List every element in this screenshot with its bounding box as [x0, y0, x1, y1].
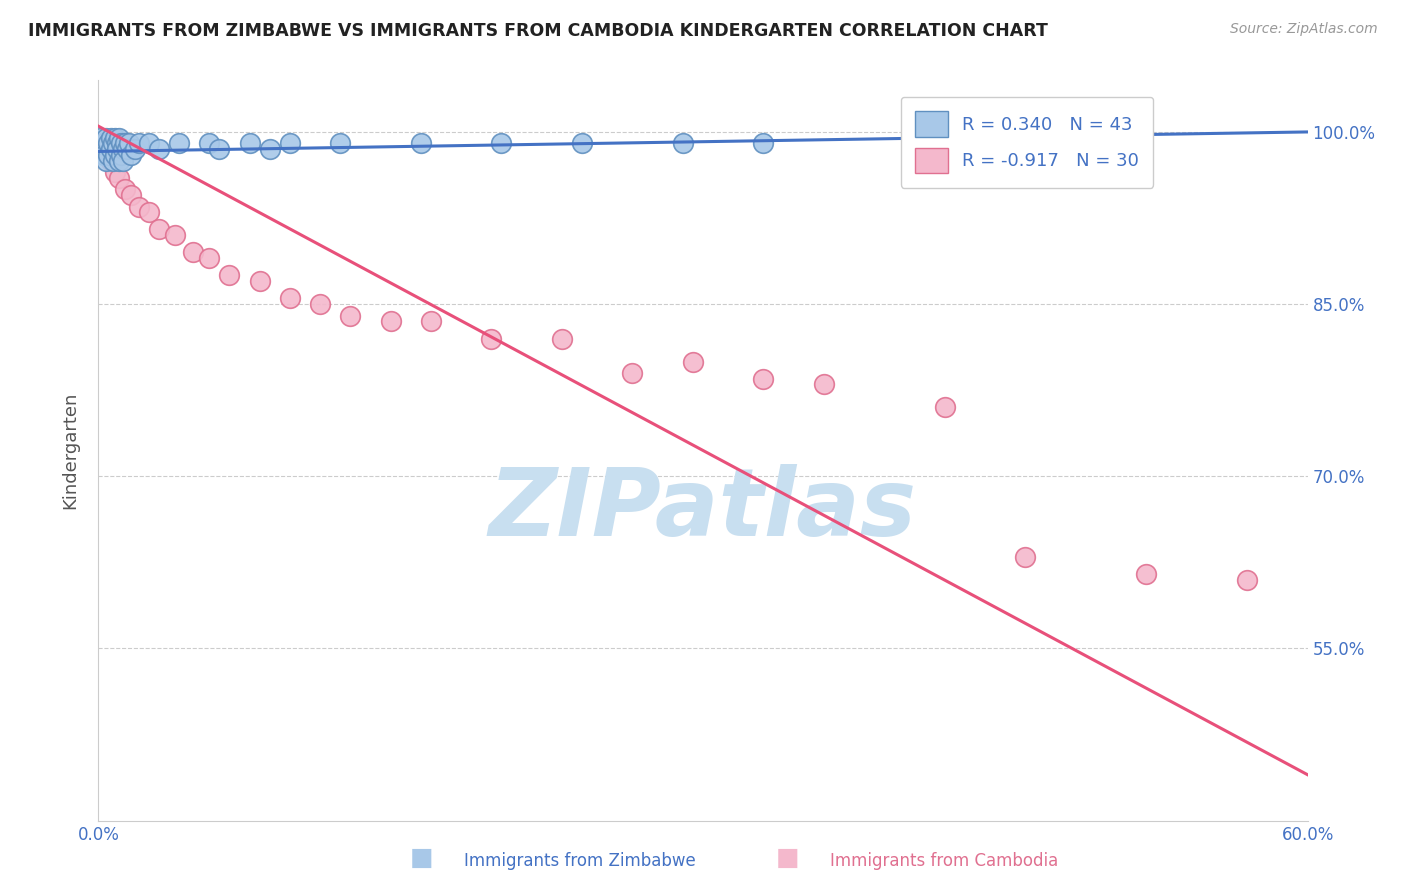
Point	[218, 268, 240, 283]
Point	[1135, 566, 1157, 581]
Point	[249, 274, 271, 288]
Point	[278, 136, 301, 151]
Point	[97, 148, 120, 162]
Point	[107, 130, 129, 145]
Point	[339, 309, 361, 323]
Point	[100, 130, 122, 145]
Point	[111, 142, 134, 156]
Point	[1236, 573, 1258, 587]
Point	[409, 136, 432, 151]
Point	[103, 130, 125, 145]
Point	[934, 401, 956, 415]
Point	[101, 153, 124, 168]
Point	[96, 130, 118, 145]
Point	[91, 142, 114, 156]
Point	[118, 136, 141, 151]
Point	[105, 142, 128, 156]
Point	[752, 372, 775, 386]
Text: ZIPatlas: ZIPatlas	[489, 464, 917, 556]
Point	[148, 222, 170, 236]
Point	[107, 153, 129, 168]
Text: IMMIGRANTS FROM ZIMBABWE VS IMMIGRANTS FROM CAMBODIA KINDERGARTEN CORRELATION CH: IMMIGRANTS FROM ZIMBABWE VS IMMIGRANTS F…	[28, 22, 1047, 40]
Point	[491, 136, 513, 151]
Point	[198, 136, 221, 151]
Point	[329, 136, 352, 151]
Point	[110, 148, 132, 162]
Y-axis label: Kindergarten: Kindergarten	[62, 392, 80, 509]
Point	[120, 148, 142, 162]
Point	[621, 366, 644, 380]
Point	[93, 136, 115, 151]
Point	[571, 136, 593, 151]
Point	[259, 142, 281, 156]
Point	[93, 148, 115, 162]
Point	[101, 136, 124, 151]
Point	[163, 228, 186, 243]
Point	[138, 205, 160, 219]
Text: ■: ■	[776, 846, 799, 870]
Point	[128, 136, 150, 151]
Point	[115, 142, 138, 156]
Point	[103, 148, 125, 162]
Point	[114, 136, 136, 151]
Point	[103, 165, 125, 179]
Point	[481, 332, 503, 346]
Point	[91, 136, 114, 151]
Point	[128, 200, 150, 214]
Point	[208, 142, 231, 156]
Point	[110, 136, 132, 151]
Point	[120, 188, 142, 202]
Point	[97, 136, 120, 151]
Point	[111, 153, 134, 168]
Point	[682, 354, 704, 368]
Point	[167, 136, 190, 151]
Point	[107, 170, 129, 185]
Legend: R = 0.340   N = 43, R = -0.917   N = 30: R = 0.340 N = 43, R = -0.917 N = 30	[901, 96, 1153, 187]
Point	[278, 291, 301, 305]
Point	[96, 142, 118, 156]
Point	[124, 142, 146, 156]
Point	[114, 182, 136, 196]
Point	[105, 136, 128, 151]
Point	[239, 136, 262, 151]
Point	[1014, 549, 1036, 564]
Text: Source: ZipAtlas.com: Source: ZipAtlas.com	[1230, 22, 1378, 37]
Text: ■: ■	[411, 846, 433, 870]
Point	[89, 130, 111, 145]
Point	[752, 136, 775, 151]
Text: Immigrants from Zimbabwe: Immigrants from Zimbabwe	[464, 852, 696, 870]
Point	[1054, 130, 1077, 145]
Text: Immigrants from Cambodia: Immigrants from Cambodia	[830, 852, 1057, 870]
Point	[813, 377, 835, 392]
Point	[100, 153, 122, 168]
Point	[551, 332, 574, 346]
Point	[672, 136, 695, 151]
Point	[309, 297, 332, 311]
Point	[148, 142, 170, 156]
Point	[198, 251, 221, 265]
Point	[96, 153, 118, 168]
Point	[380, 314, 402, 328]
Point	[138, 136, 160, 151]
Point	[100, 142, 122, 156]
Point	[181, 245, 204, 260]
Point	[420, 314, 443, 328]
